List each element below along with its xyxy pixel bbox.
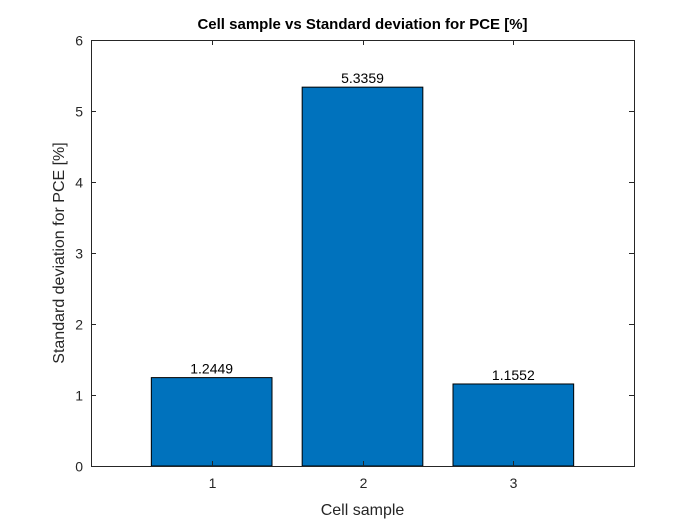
- x-axis-ticks: 1 2 3: [209, 40, 518, 491]
- y-tick-label: 3: [75, 246, 83, 262]
- y-tick-label: 4: [75, 175, 83, 191]
- data-label-3: 1.1552: [492, 367, 535, 383]
- data-label-2: 5.3359: [341, 70, 384, 86]
- y-tick-label: 5: [75, 104, 83, 120]
- x-axis-label: Cell sample: [321, 502, 405, 519]
- chart-title: Cell sample vs Standard deviation for PC…: [197, 16, 527, 33]
- x-tick-label: 1: [209, 475, 217, 491]
- x-tick-label: 2: [360, 475, 368, 491]
- y-tick-label: 6: [75, 33, 83, 49]
- y-axis-ticks: 0 1 2 3 4 5 6: [75, 33, 634, 475]
- data-label-1: 1.2449: [190, 361, 233, 377]
- bar-3: [452, 383, 575, 467]
- bar-1: [150, 377, 273, 467]
- y-tick-label: 0: [75, 459, 83, 475]
- data-labels-group: 1.2449 5.3359 1.1552: [190, 70, 535, 383]
- y-tick-label: 1: [75, 388, 83, 404]
- y-tick-label: 2: [75, 317, 83, 333]
- y-axis-label: Standard deviation for PCE [%]: [51, 142, 68, 363]
- bars-group: [150, 86, 575, 467]
- bar-2: [301, 86, 424, 467]
- x-tick-label: 3: [510, 475, 518, 491]
